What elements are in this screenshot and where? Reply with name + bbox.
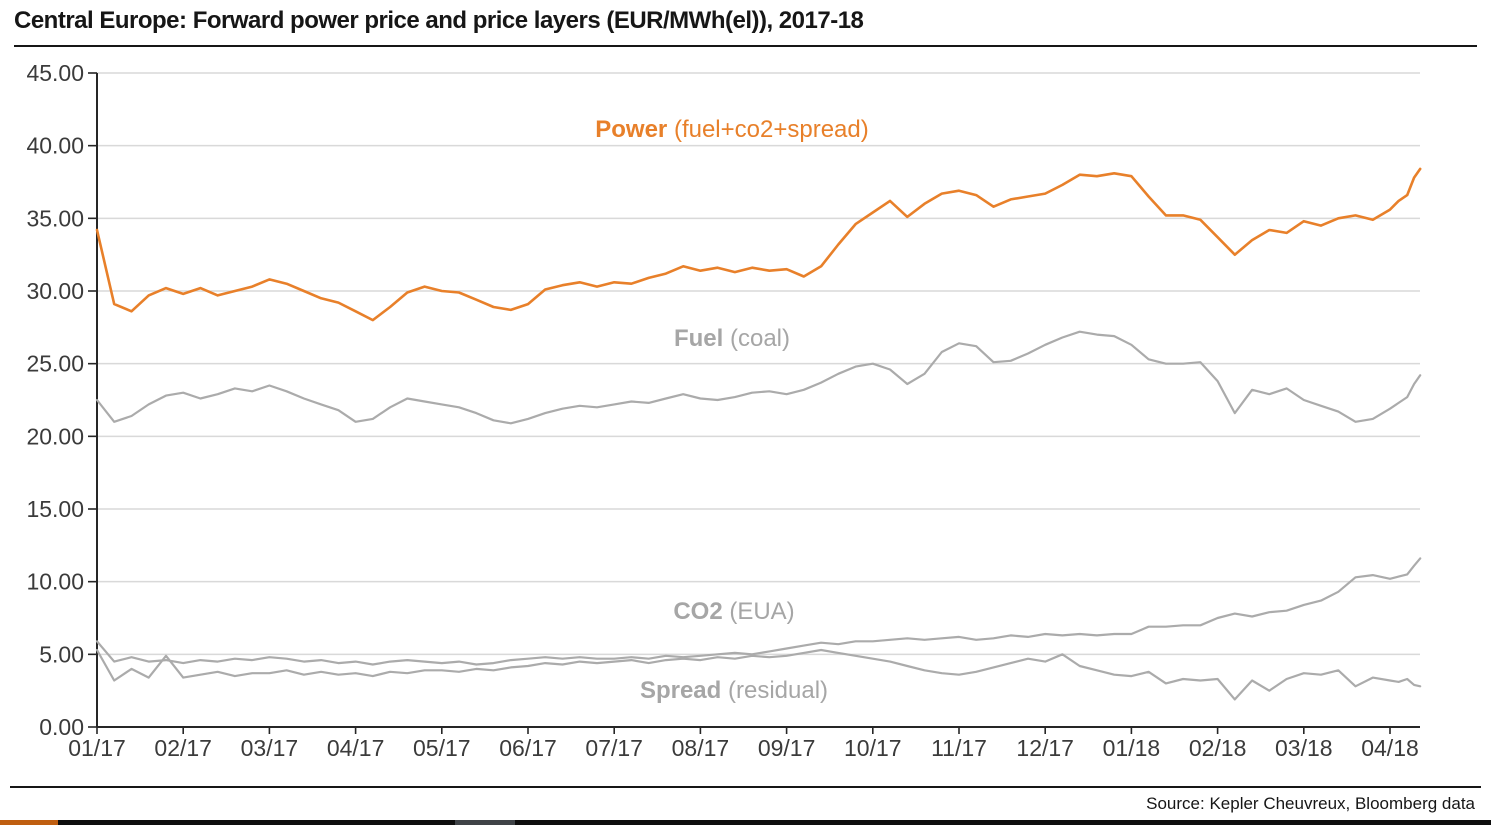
y-tick-label: 25.00 (26, 351, 84, 377)
page-title: Central Europe: Forward power price and … (14, 7, 864, 34)
y-tick-label: 0.00 (39, 714, 84, 740)
x-tick-label: 03/18 (1275, 735, 1333, 761)
series-label-power-name: Power (595, 116, 668, 143)
x-tick-label: 05/17 (413, 735, 471, 761)
series-label-co2-detail: (EUA) (722, 598, 795, 625)
y-tick-label: 5.00 (39, 641, 84, 667)
y-tick-label: 15.00 (26, 496, 84, 522)
series-label-spread-name: Spread (639, 677, 722, 704)
series-label-fuel-name: Fuel (673, 325, 724, 352)
series-label-spread: Spread (residual) (584, 677, 884, 705)
x-tick-label: 06/17 (499, 735, 557, 761)
series-line-fuel (95, 330, 1422, 425)
y-tick-label: 35.00 (26, 205, 84, 231)
bottom-bar-orange-segment (0, 820, 58, 825)
x-tick-label: 08/17 (672, 735, 730, 761)
x-tick-label: 10/17 (844, 735, 902, 761)
bottom-bar-gray-segment (455, 820, 515, 825)
y-tick-label: 45.00 (26, 60, 84, 86)
series-label-spread-detail: (residual) (721, 677, 829, 704)
y-tick-label: 30.00 (26, 278, 84, 304)
y-tick-label: 20.00 (26, 423, 84, 449)
series-label-power: Power (fuel+co2+spread) (582, 116, 882, 144)
series-line-co2 (95, 557, 1422, 666)
series-label-co2: CO2 (EUA) (584, 598, 884, 626)
x-tick-label: 09/17 (758, 735, 816, 761)
bottom-color-bar (0, 820, 1491, 825)
title-rule (14, 45, 1477, 47)
x-tick-label: 04/18 (1361, 735, 1419, 761)
series-line-spread (95, 648, 1422, 701)
x-tick-label: 07/17 (585, 735, 643, 761)
series-label-co2-name: CO2 (673, 598, 723, 625)
x-tick-label: 03/17 (241, 735, 299, 761)
series-label-fuel: Fuel (coal) (582, 325, 882, 353)
x-tick-label: 01/18 (1103, 735, 1161, 761)
x-tick-label: 02/18 (1189, 735, 1247, 761)
source-attribution: Source: Kepler Cheuvreux, Bloomberg data (1146, 794, 1475, 813)
x-tick-label: 12/17 (1016, 735, 1074, 761)
y-tick-label: 40.00 (26, 133, 84, 159)
x-tick-label: 02/17 (154, 735, 212, 761)
y-tick-label: 10.00 (26, 569, 84, 595)
footer-rule (10, 786, 1481, 788)
x-tick-label: 01/17 (68, 735, 126, 761)
series-line-power (95, 167, 1422, 322)
x-tick-label: 04/17 (327, 735, 385, 761)
series-label-fuel-detail: (coal) (723, 325, 791, 352)
x-tick-label: 11/17 (931, 735, 987, 761)
series-label-power-detail: (fuel+co2+spread) (667, 116, 869, 143)
